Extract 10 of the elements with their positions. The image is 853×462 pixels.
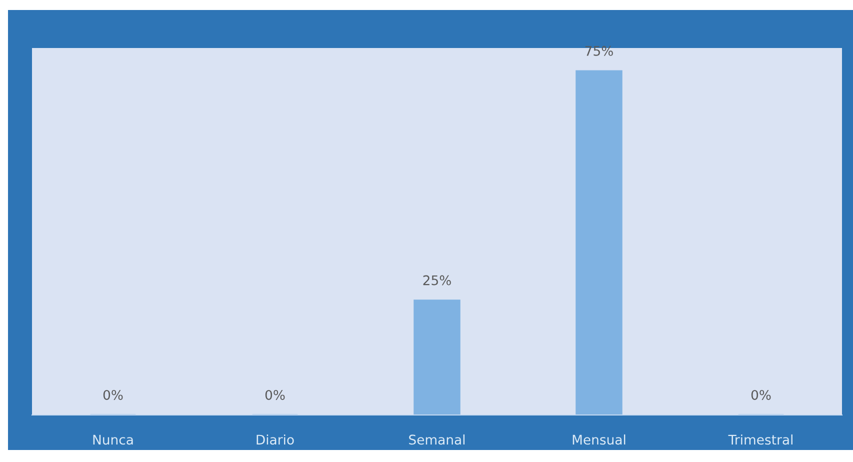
x-tick-label: Trimestral xyxy=(728,434,792,445)
x-tick-label: Mensual xyxy=(572,434,626,445)
x-tick-label: Diario xyxy=(256,434,294,445)
x-tick-label: Nunca xyxy=(93,434,133,445)
data-label: 0% xyxy=(103,390,123,400)
data-label: 75% xyxy=(585,46,613,56)
data-label: 0% xyxy=(265,390,285,400)
x-tick-label: Semanal xyxy=(409,434,465,445)
data-label: 0% xyxy=(751,390,771,400)
data-label: 25% xyxy=(423,275,451,286)
